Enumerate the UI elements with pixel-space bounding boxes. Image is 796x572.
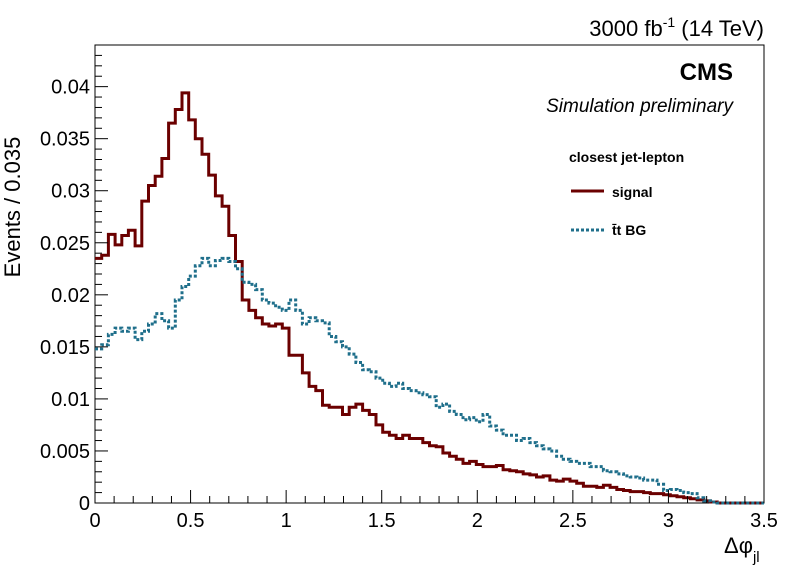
legend-signal-label: signal [612, 184, 652, 200]
series-ttbar-bg-line [95, 256, 764, 505]
x-tick-label: 1 [281, 510, 292, 532]
x-tick-label: 3.5 [750, 510, 778, 532]
x-axis: 0 0.5 1 1.5 2 2.5 3 3.5 [89, 490, 778, 532]
y-tick-label: 0.035 [40, 129, 90, 151]
series-layer [95, 91, 764, 505]
legend: closest jet-lepton signal t̄t BG [569, 149, 684, 238]
y-tick-label: 0.015 [40, 337, 90, 359]
y-tick-label: 0 [79, 493, 90, 515]
cms-label: CMS [680, 59, 733, 86]
y-tick-label: 0.04 [51, 77, 90, 99]
y-tick-label: 0.03 [51, 181, 90, 203]
x-tick-label: 3 [663, 510, 674, 532]
y-tick-label: 0.01 [51, 389, 90, 411]
lumi-label: 3000 fb-1 (14 TeV) [589, 14, 764, 41]
x-axis-title: Δφjl [724, 533, 760, 566]
y-axis-title: Events / 0.035 [0, 137, 25, 278]
y-axis: 0 0.005 0.01 0.015 0.02 0.025 0.03 0.035 0.04 [40, 44, 108, 515]
x-tick-label: 1.5 [368, 510, 396, 532]
x-tick-label: 2.5 [559, 510, 587, 532]
plot-area: 0 0.5 1 1.5 2 2.5 3 3.5 0 0.005 0.01 0.015 0.02 0.02… [40, 44, 778, 532]
series-signal-line [95, 91, 764, 505]
legend-bg-label: t̄t BG [611, 222, 646, 238]
cms-sublabel: Simulation preliminary [546, 96, 734, 117]
x-tick-label: 2 [472, 510, 483, 532]
legend-title: closest jet-lepton [569, 149, 684, 165]
y-tick-label: 0.025 [40, 233, 90, 255]
x-tick-label: 0 [89, 510, 100, 532]
y-tick-label: 0.02 [51, 285, 90, 307]
x-tick-label: 0.5 [177, 510, 205, 532]
y-tick-label: 0.005 [40, 441, 90, 463]
